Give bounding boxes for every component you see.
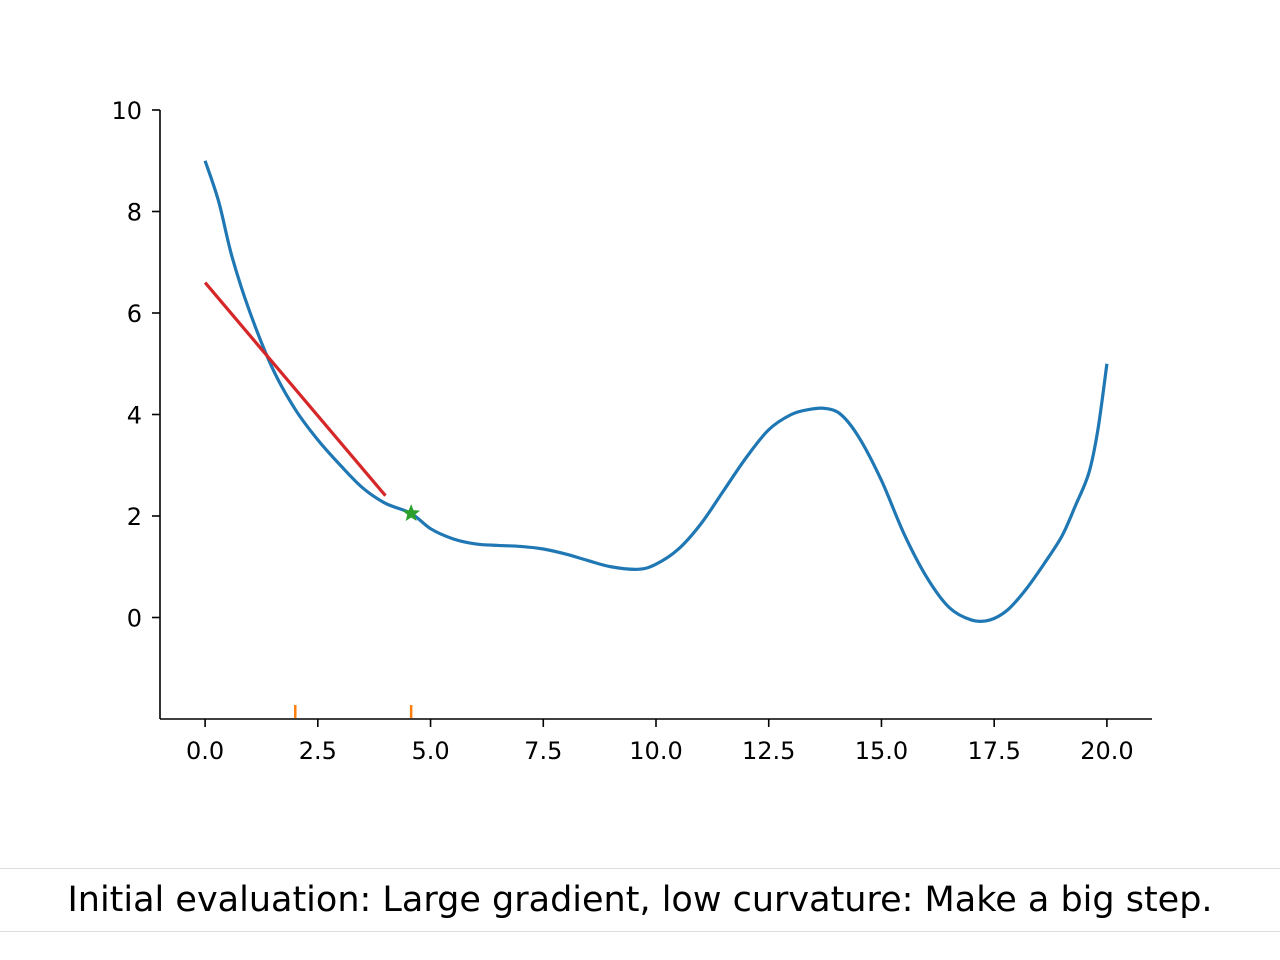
chart: 0.0 2.5 5.0 7.5 10.0 12.5 15.0 17.5 20.0 0 2 4 6 8 10	[111, 97, 1152, 765]
x-tick-label: 10.0	[629, 737, 682, 765]
caption-box: Initial evaluation: Large gradient, low …	[0, 868, 1280, 932]
axes	[159, 110, 1152, 720]
tangent-line	[203, 281, 387, 497]
y-tick-label: 6	[127, 300, 142, 328]
y-tick-label: 2	[127, 503, 142, 531]
x-tick-label: 17.5	[967, 737, 1020, 765]
x-axis-ticks: 0.0 2.5 5.0 7.5 10.0 12.5 15.0 17.5 20.0	[186, 719, 1134, 765]
x-tick-label: 15.0	[855, 737, 908, 765]
objective-curve	[203, 160, 1109, 624]
x-tick-label: 0.0	[186, 737, 224, 765]
plot-area	[203, 160, 1109, 718]
x-tick-label: 7.5	[524, 737, 562, 765]
y-tick-label: 8	[127, 199, 142, 227]
y-tick-label: 0	[127, 605, 142, 633]
x-tick-label: 12.5	[742, 737, 795, 765]
x-tick-label: 2.5	[299, 737, 337, 765]
y-axis-ticks: 0 2 4 6 8 10	[111, 97, 160, 633]
current-point-star-marker	[402, 504, 421, 522]
caption: Initial evaluation: Large gradient, low …	[67, 880, 1213, 920]
y-tick-label: 10	[111, 97, 142, 125]
y-tick-label: 4	[127, 402, 142, 430]
x-tick-label: 5.0	[411, 737, 449, 765]
x-tick-label: 20.0	[1080, 737, 1133, 765]
